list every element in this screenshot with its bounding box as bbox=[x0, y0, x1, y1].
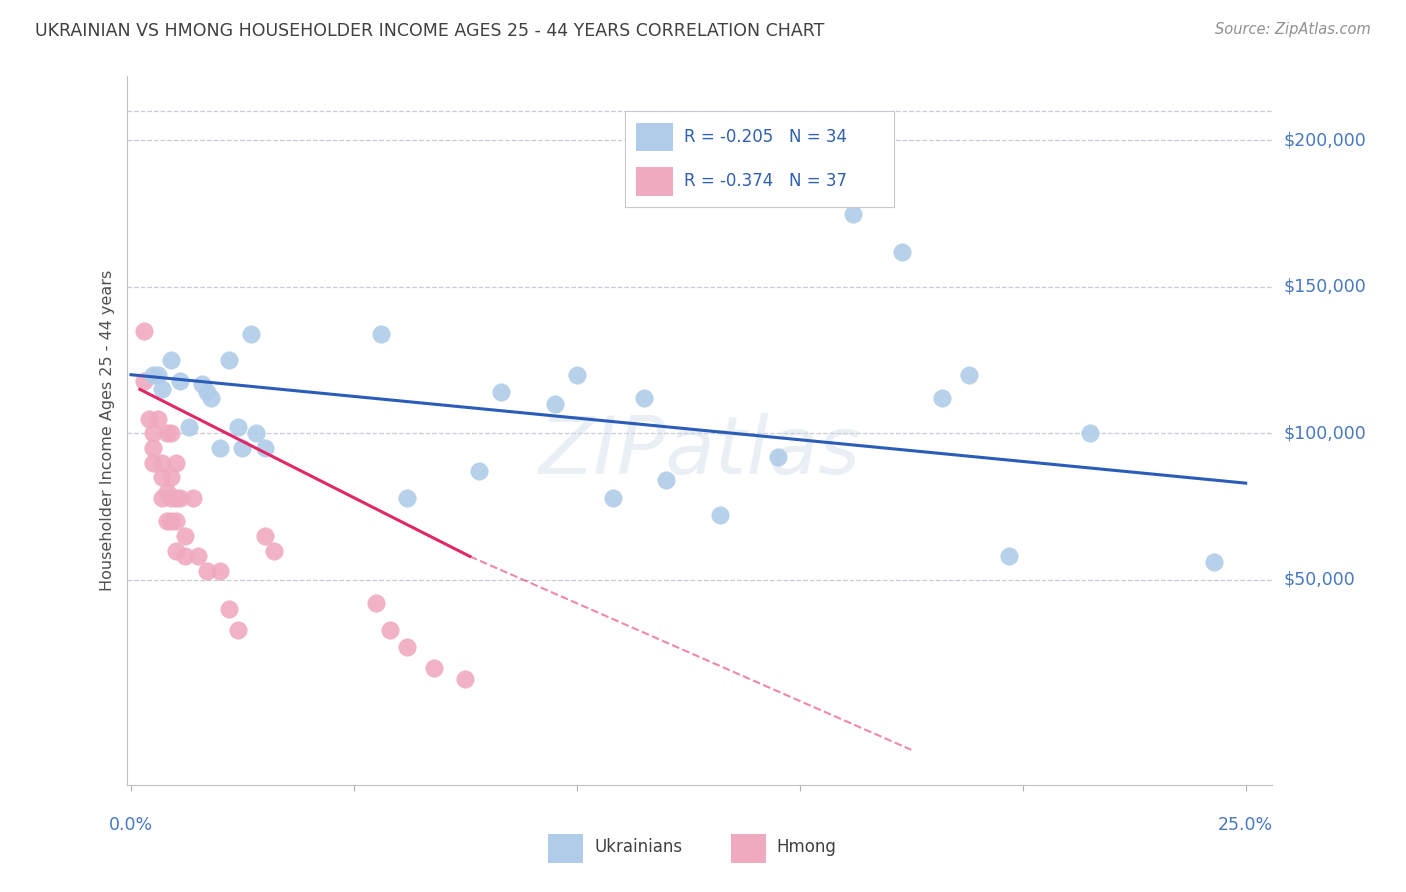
Point bbox=[156, 484, 179, 499]
Text: 25.0%: 25.0% bbox=[1218, 815, 1274, 833]
Text: $100,000: $100,000 bbox=[1284, 425, 1367, 442]
Point bbox=[231, 441, 253, 455]
Point bbox=[209, 564, 232, 578]
Point bbox=[195, 564, 218, 578]
Point bbox=[183, 491, 205, 505]
Y-axis label: Householder Income Ages 25 - 44 years: Householder Income Ages 25 - 44 years bbox=[100, 269, 115, 591]
Point bbox=[1078, 426, 1101, 441]
Point bbox=[489, 385, 512, 400]
Point bbox=[423, 661, 446, 675]
Text: UKRAINIAN VS HMONG HOUSEHOLDER INCOME AGES 25 - 44 YEARS CORRELATION CHART: UKRAINIAN VS HMONG HOUSEHOLDER INCOME AG… bbox=[35, 22, 824, 40]
Point bbox=[187, 549, 209, 564]
Point bbox=[766, 450, 789, 464]
Point bbox=[891, 244, 914, 259]
Text: $150,000: $150,000 bbox=[1284, 277, 1367, 296]
Point bbox=[226, 623, 249, 637]
Point bbox=[218, 353, 240, 368]
Point bbox=[165, 543, 187, 558]
Point bbox=[366, 596, 388, 610]
Point bbox=[602, 491, 624, 505]
Point bbox=[156, 514, 179, 528]
Point bbox=[134, 374, 156, 388]
Point bbox=[134, 324, 156, 338]
Text: $200,000: $200,000 bbox=[1284, 131, 1367, 149]
Point bbox=[253, 529, 276, 543]
Point bbox=[931, 391, 953, 405]
Point bbox=[173, 529, 195, 543]
Point bbox=[263, 543, 285, 558]
Point bbox=[253, 441, 276, 455]
Point bbox=[633, 391, 655, 405]
Point bbox=[177, 420, 200, 434]
Point bbox=[146, 411, 169, 425]
Point bbox=[169, 491, 191, 505]
Point bbox=[142, 441, 165, 455]
Point bbox=[226, 420, 249, 434]
Point bbox=[209, 441, 232, 455]
Point bbox=[142, 456, 165, 470]
Point bbox=[142, 368, 165, 382]
Text: 0.0%: 0.0% bbox=[108, 815, 153, 833]
Point bbox=[543, 397, 565, 411]
Point bbox=[165, 456, 187, 470]
Point bbox=[191, 376, 214, 391]
Point bbox=[378, 623, 401, 637]
Bar bbox=[548, 834, 583, 863]
Point bbox=[565, 368, 588, 382]
Point bbox=[160, 491, 183, 505]
Text: Source: ZipAtlas.com: Source: ZipAtlas.com bbox=[1215, 22, 1371, 37]
Point bbox=[169, 374, 191, 388]
Point bbox=[195, 385, 218, 400]
Text: $50,000: $50,000 bbox=[1284, 571, 1355, 589]
Point bbox=[709, 508, 731, 523]
Point bbox=[396, 491, 419, 505]
Bar bbox=[636, 123, 673, 152]
Point bbox=[138, 411, 160, 425]
Point bbox=[150, 456, 173, 470]
Text: R = -0.205   N = 34: R = -0.205 N = 34 bbox=[685, 128, 848, 146]
Point bbox=[173, 549, 195, 564]
Point bbox=[240, 326, 263, 341]
Point bbox=[160, 353, 183, 368]
Text: ZIPatlas: ZIPatlas bbox=[538, 413, 860, 491]
Point bbox=[150, 470, 173, 484]
Point bbox=[156, 426, 179, 441]
Point bbox=[370, 326, 392, 341]
Text: R = -0.374   N = 37: R = -0.374 N = 37 bbox=[685, 172, 848, 190]
Point bbox=[146, 368, 169, 382]
Point bbox=[150, 383, 173, 397]
Point bbox=[165, 491, 187, 505]
Point bbox=[998, 549, 1021, 564]
Bar bbox=[731, 834, 766, 863]
Point bbox=[1204, 555, 1226, 569]
Point bbox=[200, 391, 222, 405]
Point bbox=[655, 473, 678, 487]
Point bbox=[160, 426, 183, 441]
Point bbox=[150, 491, 173, 505]
Point bbox=[396, 640, 419, 655]
Text: Ukrainians: Ukrainians bbox=[593, 838, 682, 856]
Bar bbox=[636, 167, 673, 195]
Point bbox=[245, 426, 267, 441]
Point bbox=[842, 206, 865, 220]
Point bbox=[160, 514, 183, 528]
Text: Hmong: Hmong bbox=[776, 838, 837, 856]
Point bbox=[468, 464, 491, 478]
Point bbox=[218, 602, 240, 616]
Point bbox=[160, 470, 183, 484]
Point bbox=[142, 426, 165, 441]
Point bbox=[957, 368, 980, 382]
Point bbox=[454, 673, 477, 687]
Point bbox=[165, 514, 187, 528]
